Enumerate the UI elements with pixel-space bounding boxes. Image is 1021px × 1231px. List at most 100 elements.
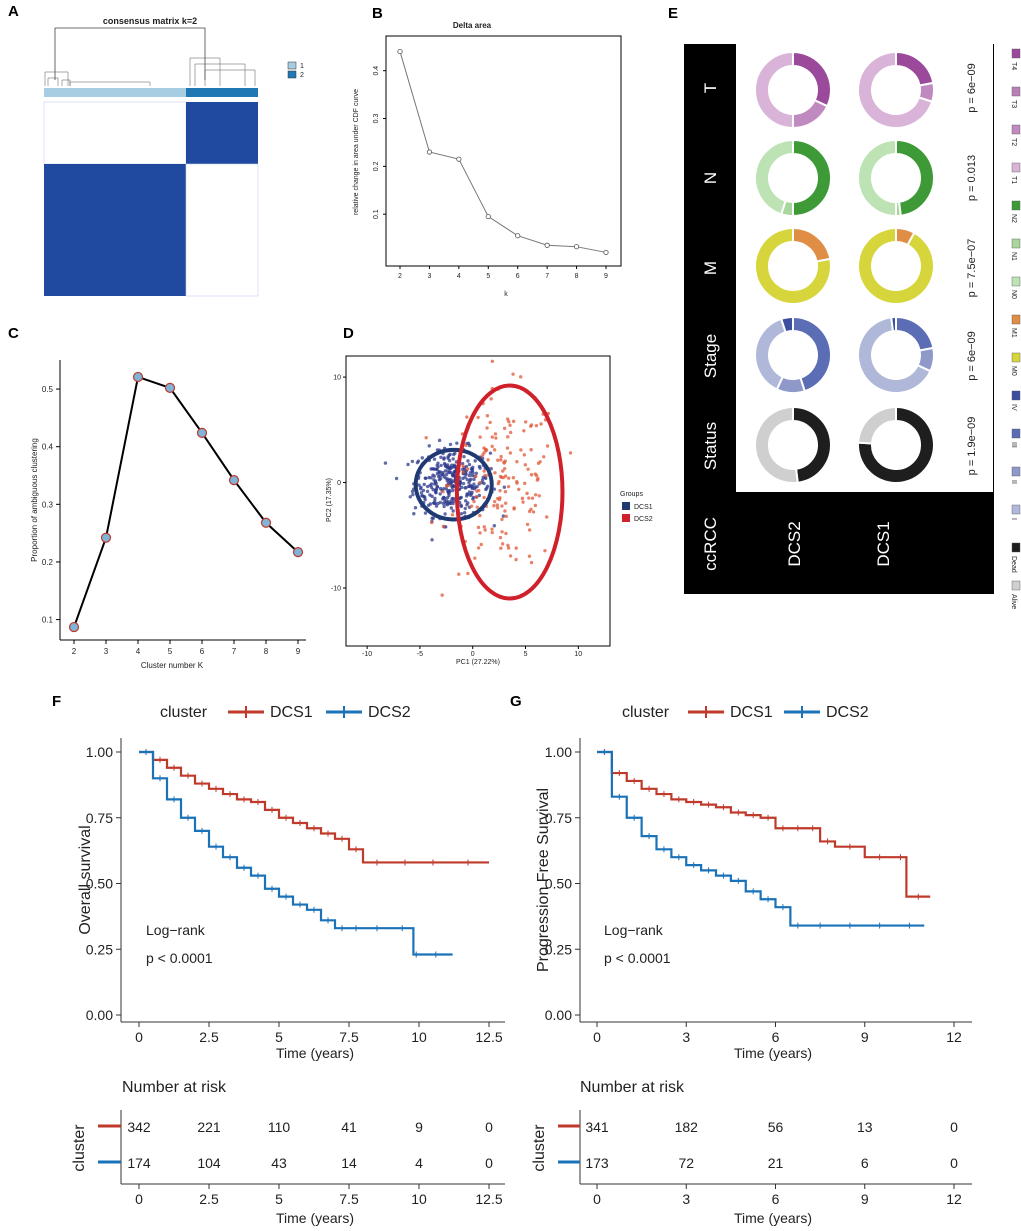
- pca-point-dcs1: [473, 459, 477, 463]
- x-tick-label: 9: [604, 273, 608, 280]
- pac-point: [68, 621, 80, 633]
- legend-swatch-t4: [1011, 48, 1021, 59]
- pca-point-dcs1: [463, 506, 467, 511]
- risk-value-dcs1: 9: [415, 1119, 423, 1135]
- risk-x-tick-label: 5: [275, 1191, 283, 1207]
- pca-point-dcs2: [506, 546, 511, 550]
- pca-point-dcs2: [424, 435, 428, 440]
- x-tick-label: 9: [296, 647, 301, 656]
- pca-point-dcs2: [511, 372, 515, 376]
- pca-point-dcs2: [440, 593, 444, 597]
- donut-slice-stage-dcs1: [857, 316, 932, 394]
- risk-x-tick-label: 3: [682, 1191, 690, 1207]
- legend-swatch-ii: [1011, 466, 1021, 477]
- risk-value-dcs2: 43: [271, 1155, 287, 1171]
- pca-point-dcs2: [511, 419, 516, 424]
- pca-point-dcs2: [483, 473, 487, 478]
- legend-swatch-1: [287, 61, 297, 70]
- pca-point-dcs2: [476, 525, 481, 530]
- pca-point-dcs2: [478, 480, 482, 485]
- pca-point-dcs1: [484, 476, 488, 481]
- pca-point-dcs2: [493, 432, 498, 436]
- pca-point-dcs1: [442, 456, 446, 460]
- pca-point-dcs1: [439, 455, 443, 459]
- pca-point-dcs2: [490, 435, 494, 439]
- pca-point-dcs2: [482, 469, 486, 473]
- pca-point-dcs2: [500, 504, 504, 508]
- y-axis-label: PC2 (17.35%): [326, 478, 333, 522]
- pca-point-dcs2: [522, 453, 527, 457]
- pca-point-dcs2: [457, 572, 461, 576]
- risk-x-tick-label: 9: [861, 1191, 869, 1207]
- x-tick-label: 5: [524, 651, 528, 658]
- donut-slice-stage-dcs2: [779, 315, 794, 334]
- pca-point-dcs1: [430, 538, 434, 542]
- panel-e-clinical-donuts: T N M Stage Status ccRCC DCS2 DCS1 p = 6…: [684, 44, 1021, 609]
- legend-label-iii: III: [1010, 442, 1017, 448]
- legend-swatch-n0: [1011, 276, 1021, 287]
- pca-point-dcs2: [498, 535, 503, 540]
- panel-label-c: C: [8, 325, 19, 342]
- legend-label-n2: N2: [1010, 214, 1017, 223]
- pca-point-dcs1: [433, 482, 437, 486]
- legend-label-m0: M0: [1010, 366, 1017, 376]
- risk-value-dcs1: 56: [768, 1119, 784, 1135]
- pca-point-dcs1: [424, 476, 428, 481]
- pca-point-dcs1: [430, 467, 435, 471]
- pca-point-dcs2: [472, 499, 476, 504]
- pca-point-dcs1: [489, 466, 493, 471]
- panel-c-ambiguous-clustering: 2 3 4 5 6 7 8 9 0.1 0.2 0.3 0.4 0.5 Cluster number K…: [30, 360, 306, 670]
- x-tick-label: -10: [362, 651, 372, 658]
- pca-point-dcs1: [439, 463, 443, 468]
- pca-point-dcs1: [502, 485, 507, 489]
- pca-point-dcs1: [441, 470, 445, 475]
- pca-point-dcs2: [511, 475, 516, 480]
- pca-point-dcs1: [458, 480, 463, 485]
- cluster-annotation-2: [186, 88, 258, 97]
- risk-value-dcs1: 13: [857, 1119, 873, 1135]
- pca-point-dcs1: [406, 462, 410, 467]
- risk-value-dcs2: 4: [415, 1155, 423, 1171]
- legend-label-ii: II: [1010, 480, 1017, 484]
- pca-point-dcs2: [508, 451, 513, 455]
- pca-point-dcs1: [420, 456, 424, 460]
- pvalue-stage: p = 6e−09: [966, 331, 978, 381]
- legend-title: Groups: [620, 491, 643, 498]
- panel-g-progression-free-survival: cluster DCS1 DCS2 0 3 6 9 12 0.00 0.25 0.50 0.75…: [531, 704, 972, 1226]
- pca-point-dcs2: [499, 454, 503, 459]
- pca-point-dcs1: [427, 475, 431, 480]
- pca-point-dcs1: [459, 495, 463, 500]
- pca-point-dcs2: [474, 474, 478, 479]
- pca-point-dcs1: [463, 499, 468, 503]
- legend-swatch-iii: [1011, 428, 1021, 439]
- pca-point-dcs2: [495, 503, 500, 507]
- donut-slice-stage-dcs1: [890, 315, 897, 333]
- pca-point-dcs1: [436, 501, 440, 506]
- risk-axis-ticks: 0 2.5 5 7.5 10 12.5: [135, 1184, 503, 1207]
- pca-point-dcs2: [531, 510, 536, 514]
- y-tick-label: 0.00: [86, 1007, 113, 1023]
- pca-point-dcs1: [449, 480, 453, 485]
- heatmap-block-11: [43, 101, 187, 165]
- pca-point-dcs2: [519, 375, 523, 379]
- y-tick-label: 0.1: [42, 616, 54, 625]
- delta-point: [515, 233, 521, 239]
- y-tick-label: 0.75: [545, 810, 572, 826]
- y-axis-label: Overall survival: [77, 825, 94, 934]
- risk-value-dcs2: 104: [197, 1155, 221, 1171]
- y-tick-label: 0.1: [373, 209, 380, 219]
- pca-points: [383, 359, 573, 597]
- pca-point-dcs2: [506, 543, 510, 547]
- legend-label-alive: Alive: [1010, 594, 1017, 609]
- dcs1-ellipse: [413, 447, 494, 522]
- pca-point-dcs1: [464, 494, 469, 498]
- pca-point-dcs1: [471, 495, 476, 500]
- pca-point-dcs1: [423, 511, 428, 515]
- x-tick-label: 6: [772, 1029, 780, 1045]
- row-label-status: Status: [701, 422, 720, 470]
- pca-point-dcs2: [529, 448, 533, 452]
- risk-value-dcs2: 174: [127, 1155, 151, 1171]
- pca-point-dcs2: [493, 499, 497, 504]
- pca-point-dcs1: [501, 514, 506, 518]
